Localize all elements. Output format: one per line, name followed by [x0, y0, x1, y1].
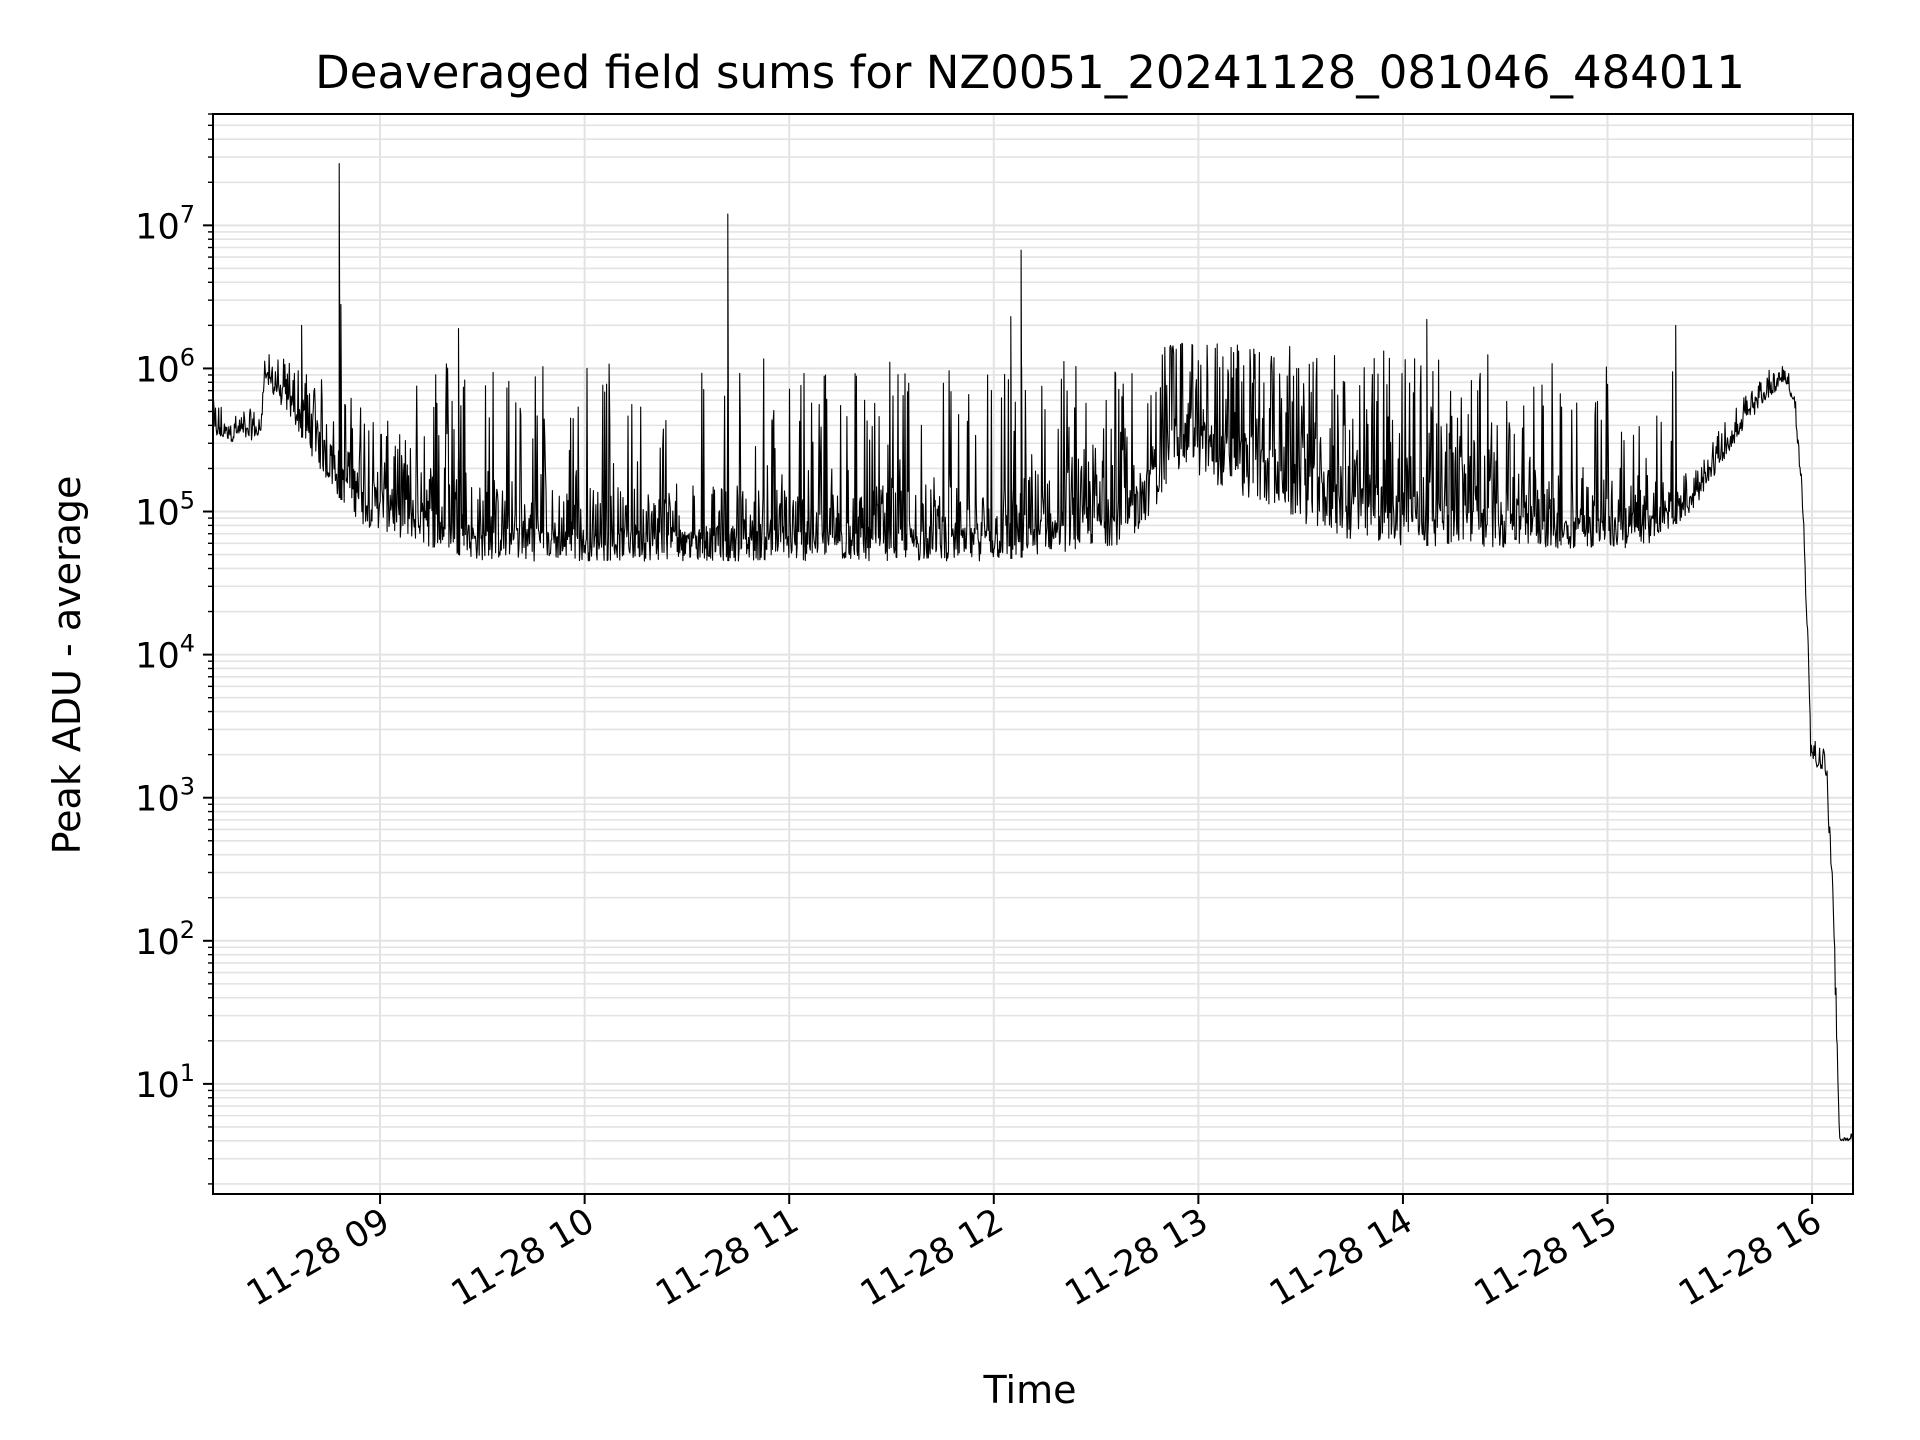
series-line — [212, 163, 1854, 1142]
grid — [213, 113, 1853, 1194]
y-tick-label: 103 — [135, 773, 195, 820]
data-series — [212, 163, 1854, 1142]
y-tick-label: 106 — [135, 343, 195, 390]
x-axis-label: Time — [983, 1368, 1077, 1412]
y-tick-label: 105 — [135, 487, 195, 534]
chart-title: Deaveraged field sums for NZ0051_2024112… — [315, 46, 1745, 99]
y-axis-label: Peak ADU - average — [45, 476, 89, 855]
y-tick-label: 107 — [135, 200, 195, 247]
y-tick-label: 104 — [135, 630, 195, 677]
y-tick-label: 101 — [135, 1059, 195, 1106]
y-tick-label: 102 — [135, 916, 195, 963]
